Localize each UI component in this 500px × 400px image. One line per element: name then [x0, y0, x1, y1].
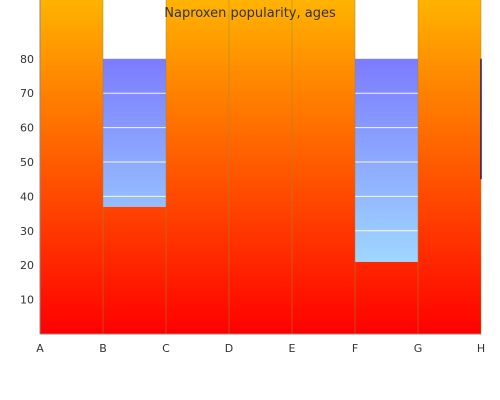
- y-tick-label: 40: [20, 190, 34, 203]
- bar-f-primary: [355, 261, 418, 334]
- x-tick-label-f: F: [352, 342, 358, 355]
- x-tick-label-h: H: [477, 342, 485, 355]
- bar-f-secondary: [355, 58, 418, 262]
- bar-g-primary: [418, 0, 481, 334]
- x-axis: A B C D E F G H: [36, 333, 485, 355]
- x-tick-label-d: D: [225, 342, 233, 355]
- y-tick-label: 80: [20, 53, 34, 66]
- bar-b-primary: [103, 206, 166, 334]
- bar-c-primary: [166, 0, 229, 334]
- bar-a-primary: [40, 0, 103, 334]
- plot-area: [39, 0, 482, 334]
- y-tick-label: 10: [20, 294, 34, 307]
- y-tick-label: 70: [20, 87, 34, 100]
- x-tick-label-e: E: [289, 342, 296, 355]
- x-tick-label-g: G: [414, 342, 423, 355]
- bar-b-secondary: [103, 58, 166, 207]
- x-tick-label-c: C: [162, 342, 170, 355]
- y-tick-label: 30: [20, 225, 34, 238]
- y-tick-label: 50: [20, 156, 34, 169]
- x-tick-label-b: B: [99, 342, 107, 355]
- x-tick-label-a: A: [36, 342, 44, 355]
- y-tick-label: 60: [20, 122, 34, 135]
- bar-e-primary: [292, 0, 355, 334]
- y-tick-label: 20: [20, 259, 34, 272]
- bar-d-primary: [229, 0, 292, 334]
- chart-title: Naproxen popularity, ages: [164, 6, 336, 21]
- y-axis: 10 20 30 40 50 60 70 80: [20, 0, 41, 334]
